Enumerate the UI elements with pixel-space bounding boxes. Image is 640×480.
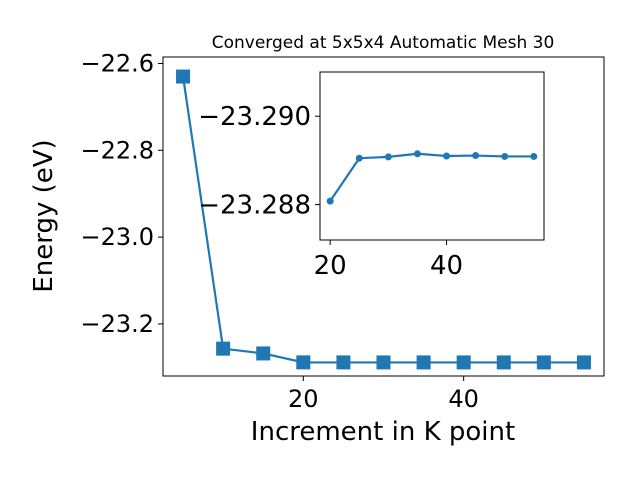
main-data-point: [416, 355, 431, 370]
inset-series-line: [329, 152, 534, 202]
inset-data-point: [384, 153, 392, 161]
main-y-tick-label: −23.0: [80, 223, 154, 251]
main-y-tick-label: −22.6: [80, 50, 154, 78]
main-data-point: [536, 355, 551, 370]
main-series: [176, 69, 591, 370]
main-x-tick-label: 20: [288, 385, 319, 413]
main-data-point: [376, 355, 391, 370]
inset-data-point: [413, 150, 421, 158]
inset-x-tick-label: 40: [430, 251, 463, 281]
main-y-axis-label: Energy (eV): [29, 139, 59, 292]
inset-chart: 20 40 −23.290−23.288: [198, 71, 545, 281]
inset-data-point: [443, 152, 451, 160]
inset-y-tick-label: −23.290: [198, 102, 311, 132]
main-x-axis-label: Increment in K point: [251, 417, 515, 447]
inset-y-tick-label: −23.288: [198, 191, 311, 221]
inset-data-point: [472, 152, 480, 160]
inset-series: [326, 150, 538, 205]
inset-x-ticks: 20 40: [314, 240, 463, 281]
main-data-point: [216, 341, 231, 356]
main-chart: Converged at 5x5x4 Automatic Mesh 30 −22…: [29, 33, 605, 447]
inset-x-tick-label: 20: [314, 251, 347, 281]
main-x-tick-label: 40: [448, 385, 479, 413]
inset-data-point: [355, 154, 363, 162]
main-y-ticks: −22.6 −22.8 −23.0 −23.2: [80, 50, 163, 338]
inset-data-point: [326, 197, 334, 205]
main-data-point: [256, 346, 271, 361]
inset-data-point: [530, 152, 538, 160]
main-data-point: [456, 355, 471, 370]
main-data-point: [296, 355, 311, 370]
main-data-point: [576, 355, 591, 370]
main-chart-title: Converged at 5x5x4 Automatic Mesh 30: [212, 33, 555, 53]
main-y-tick-label: −23.2: [80, 310, 154, 338]
main-x-ticks: 20 40: [288, 376, 479, 413]
main-data-point: [176, 69, 191, 84]
inset-y-ticks: −23.290 −23.288: [198, 102, 320, 221]
inset-data-point: [501, 152, 509, 160]
main-data-point: [496, 355, 511, 370]
main-data-point: [336, 355, 351, 370]
main-plot-frame: [162, 56, 605, 377]
main-y-tick-label: −22.8: [80, 136, 154, 164]
inset-plot-frame: [319, 71, 545, 241]
